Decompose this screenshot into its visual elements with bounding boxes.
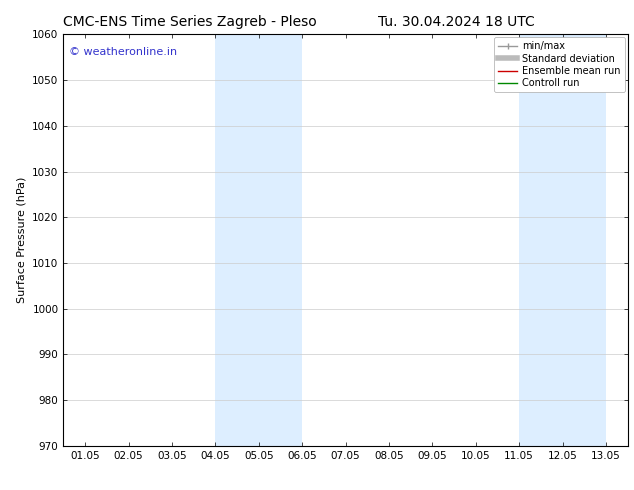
- Bar: [519, 34, 606, 446]
- Text: Tu. 30.04.2024 18 UTC: Tu. 30.04.2024 18 UTC: [378, 15, 535, 29]
- Legend: min/max, Standard deviation, Ensemble mean run, Controll run: min/max, Standard deviation, Ensemble me…: [494, 37, 624, 92]
- Bar: [216, 34, 302, 446]
- Y-axis label: Surface Pressure (hPa): Surface Pressure (hPa): [16, 177, 27, 303]
- Text: © weatheronline.in: © weatheronline.in: [69, 47, 177, 57]
- Text: CMC-ENS Time Series Zagreb - Pleso: CMC-ENS Time Series Zagreb - Pleso: [63, 15, 317, 29]
